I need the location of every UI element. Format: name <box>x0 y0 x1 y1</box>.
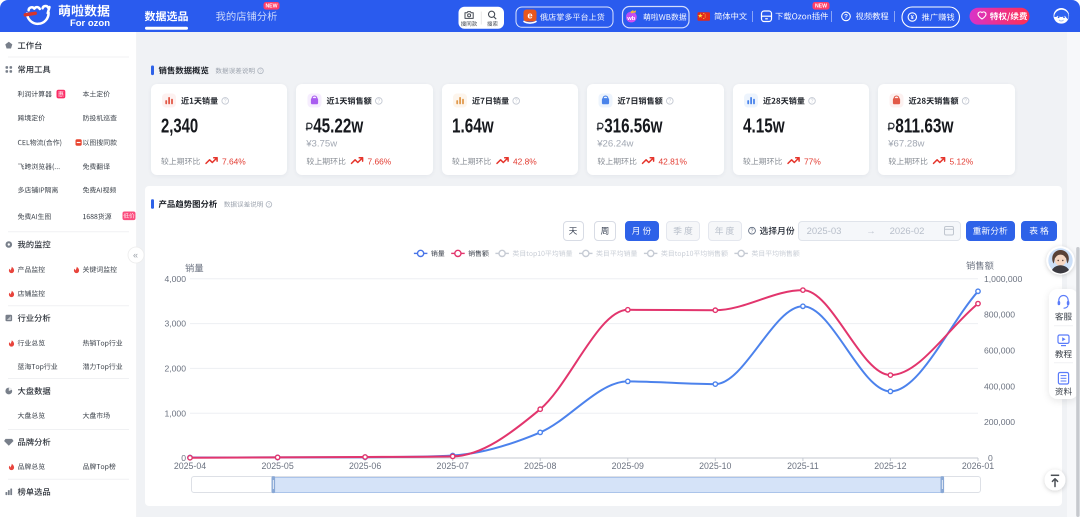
svg-text:¥67.28w: ¥67.28w <box>887 138 924 149</box>
svg-text:811.63w: 811.63w <box>895 115 953 138</box>
svg-text:?: ? <box>515 99 518 105</box>
svg-text:?: ? <box>668 99 671 105</box>
svg-text:42.81%: 42.81% <box>659 156 688 166</box>
svg-text:?: ? <box>751 229 754 235</box>
svg-text:2025-07: 2025-07 <box>437 461 469 471</box>
svg-text:2025-05: 2025-05 <box>261 461 293 471</box>
svg-text:2,340: 2,340 <box>161 115 198 138</box>
svg-text:2025-06: 2025-06 <box>349 461 381 471</box>
svg-text:2025-03: 2025-03 <box>807 226 842 237</box>
svg-text:5.12%: 5.12% <box>950 156 974 166</box>
svg-text:?: ? <box>224 99 227 105</box>
svg-text:2025-12: 2025-12 <box>874 461 906 471</box>
svg-text:2025-10: 2025-10 <box>699 461 731 471</box>
svg-text:2025-04: 2025-04 <box>174 461 206 471</box>
svg-text:3,000: 3,000 <box>164 319 186 329</box>
svg-text:?: ? <box>377 99 380 105</box>
svg-text:0: 0 <box>988 453 993 463</box>
svg-text:¥3.75w: ¥3.75w <box>305 138 337 149</box>
svg-text:1,000: 1,000 <box>164 408 186 418</box>
svg-text:2026-02: 2026-02 <box>890 226 925 237</box>
svg-text:7.66%: 7.66% <box>368 156 392 166</box>
svg-text:?: ? <box>259 68 262 73</box>
svg-text:4,000: 4,000 <box>164 274 186 284</box>
svg-text:77%: 77% <box>804 156 821 166</box>
svg-text:«: « <box>133 250 138 260</box>
svg-text:316.56w: 316.56w <box>604 115 662 138</box>
svg-text:¥: ¥ <box>911 15 915 21</box>
svg-text:2025-08: 2025-08 <box>524 461 556 471</box>
svg-text:2025-09: 2025-09 <box>612 461 644 471</box>
svg-text:1.64w: 1.64w <box>452 115 494 138</box>
svg-text:?: ? <box>811 99 814 105</box>
svg-text:800,000: 800,000 <box>984 310 1015 320</box>
svg-text:?: ? <box>844 14 848 21</box>
svg-text:?: ? <box>268 202 271 207</box>
svg-text:0: 0 <box>181 453 186 463</box>
svg-text:42.8%: 42.8% <box>513 156 537 166</box>
svg-text:7.64%: 7.64% <box>222 156 246 166</box>
svg-text:45.22w: 45.22w <box>313 115 363 138</box>
svg-text:400,000: 400,000 <box>984 381 1015 391</box>
svg-text:NEW: NEW <box>815 4 827 10</box>
svg-text:2025-11: 2025-11 <box>787 461 819 471</box>
svg-text:2026-01: 2026-01 <box>962 461 994 471</box>
svg-text:4.15w: 4.15w <box>743 115 785 138</box>
svg-text:¥26.24w: ¥26.24w <box>596 138 633 149</box>
svg-text:For ozon: For ozon <box>70 18 110 29</box>
svg-text:200,000: 200,000 <box>984 417 1015 427</box>
svg-text:?: ? <box>964 99 967 105</box>
svg-text:NEW: NEW <box>265 4 277 10</box>
svg-text:600,000: 600,000 <box>984 346 1015 356</box>
svg-text:2,000: 2,000 <box>164 364 186 374</box>
svg-text:wb: wb <box>626 16 636 22</box>
svg-text:1,000,000: 1,000,000 <box>984 274 1022 284</box>
svg-text:e: e <box>527 10 532 21</box>
svg-text:→: → <box>866 226 876 237</box>
